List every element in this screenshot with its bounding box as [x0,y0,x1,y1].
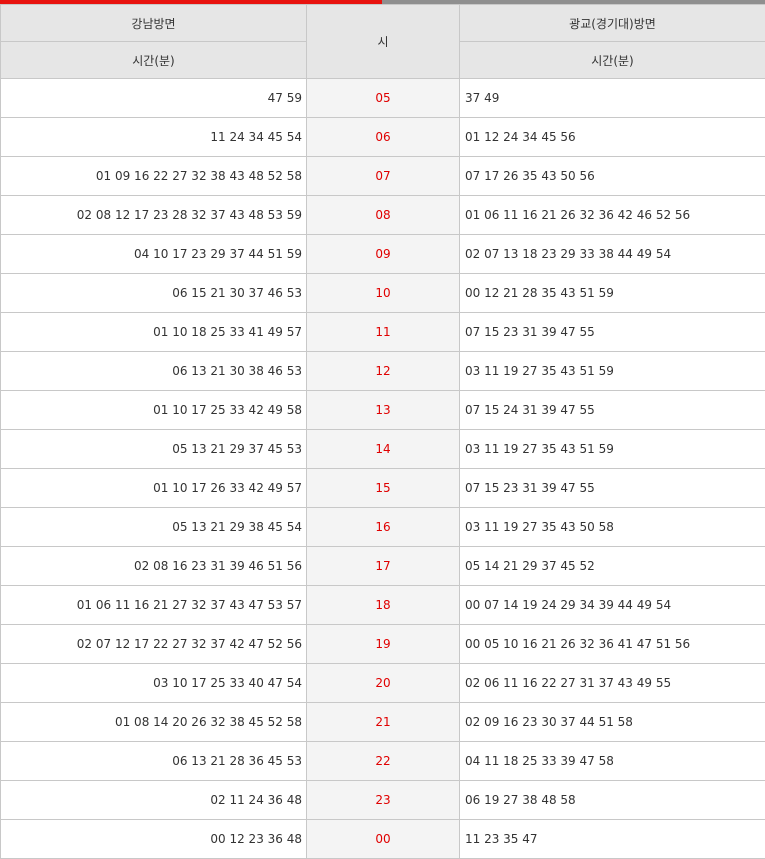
left-minutes-cell: 04 10 17 23 29 37 44 51 59 [1,235,307,274]
right-minutes-cell: 03 11 19 27 35 43 50 58 [460,508,765,547]
hour-cell: 06 [307,118,460,157]
right-minutes-cell: 07 17 26 35 43 50 56 [460,157,765,196]
left-minutes-cell: 11 24 34 45 54 [1,118,307,157]
hour-cell: 00 [307,820,460,859]
hour-cell: 13 [307,391,460,430]
hour-cell: 08 [307,196,460,235]
right-minutes-cell: 07 15 24 31 39 47 55 [460,391,765,430]
left-minutes-cell: 06 13 21 30 38 46 53 [1,352,307,391]
hour-cell: 10 [307,274,460,313]
hour-header: 시 [307,5,460,79]
right-minutes-cell: 07 15 23 31 39 47 55 [460,313,765,352]
right-minutes-cell: 05 14 21 29 37 45 52 [460,547,765,586]
right-minutes-cell: 03 11 19 27 35 43 51 59 [460,430,765,469]
hour-cell: 16 [307,508,460,547]
left-minutes-cell: 03 10 17 25 33 40 47 54 [1,664,307,703]
left-minutes-cell: 06 13 21 28 36 45 53 [1,742,307,781]
hour-cell: 21 [307,703,460,742]
right-minutes-cell: 00 07 14 19 24 29 34 39 44 49 54 [460,586,765,625]
hour-cell: 17 [307,547,460,586]
hour-cell: 14 [307,430,460,469]
right-minutes-cell: 02 06 11 16 22 27 31 37 43 49 55 [460,664,765,703]
hour-cell: 23 [307,781,460,820]
left-minutes-header: 시간(분) [1,42,307,79]
hour-cell: 18 [307,586,460,625]
hour-cell: 11 [307,313,460,352]
hour-cell: 19 [307,625,460,664]
right-minutes-cell: 03 11 19 27 35 43 51 59 [460,352,765,391]
right-minutes-cell: 07 15 23 31 39 47 55 [460,469,765,508]
hour-cell: 09 [307,235,460,274]
left-minutes-cell: 02 07 12 17 22 27 32 37 42 47 52 56 [1,625,307,664]
right-minutes-cell: 02 09 16 23 30 37 44 51 58 [460,703,765,742]
hour-cell: 22 [307,742,460,781]
right-minutes-cell: 01 06 11 16 21 26 32 36 42 46 52 56 [460,196,765,235]
hour-cell: 07 [307,157,460,196]
left-minutes-cell: 01 08 14 20 26 32 38 45 52 58 [1,703,307,742]
left-minutes-cell: 05 13 21 29 37 45 53 [1,430,307,469]
hour-cell: 05 [307,79,460,118]
left-minutes-cell: 05 13 21 29 38 45 54 [1,508,307,547]
left-minutes-cell: 02 11 24 36 48 [1,781,307,820]
right-minutes-cell: 06 19 27 38 48 58 [460,781,765,820]
right-direction-header: 광교(경기대)방면 [460,5,765,42]
left-minutes-cell: 01 10 17 26 33 42 49 57 [1,469,307,508]
hour-cell: 12 [307,352,460,391]
right-minutes-cell: 02 07 13 18 23 29 33 38 44 49 54 [460,235,765,274]
left-minutes-cell: 01 09 16 22 27 32 38 43 48 52 58 [1,157,307,196]
right-minutes-cell: 04 11 18 25 33 39 47 58 [460,742,765,781]
right-minutes-header: 시간(분) [460,42,765,79]
right-minutes-cell: 11 23 35 47 [460,820,765,859]
left-minutes-cell: 01 10 17 25 33 42 49 58 [1,391,307,430]
hour-cell: 20 [307,664,460,703]
left-minutes-cell: 01 10 18 25 33 41 49 57 [1,313,307,352]
left-direction-header: 강남방면 [1,5,307,42]
right-minutes-cell: 01 12 24 34 45 56 [460,118,765,157]
left-minutes-cell: 02 08 12 17 23 28 32 37 43 48 53 59 [1,196,307,235]
right-minutes-cell: 37 49 [460,79,765,118]
left-minutes-cell: 06 15 21 30 37 46 53 [1,274,307,313]
left-minutes-cell: 00 12 23 36 48 [1,820,307,859]
left-minutes-cell: 47 59 [1,79,307,118]
left-minutes-cell: 02 08 16 23 31 39 46 51 56 [1,547,307,586]
right-minutes-cell: 00 05 10 16 21 26 32 36 41 47 51 56 [460,625,765,664]
hour-cell: 15 [307,469,460,508]
right-minutes-cell: 00 12 21 28 35 43 51 59 [460,274,765,313]
left-minutes-cell: 01 06 11 16 21 27 32 37 43 47 53 57 [1,586,307,625]
